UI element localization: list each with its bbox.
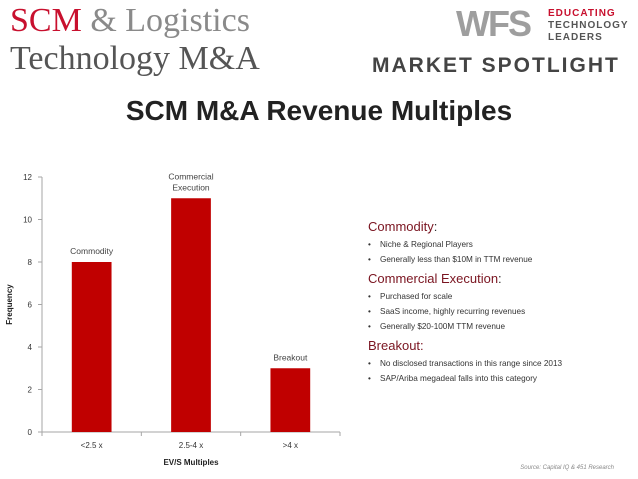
section-heading-text: Commodity — [368, 219, 434, 234]
logo-word-educating: EDUCATING — [548, 8, 616, 19]
y-tick-label: 12 — [23, 173, 32, 182]
y-tick-label: 10 — [23, 216, 32, 225]
section-heading: Commodity: — [368, 218, 630, 235]
bullet-list: Niche & Regional Players Generally less … — [368, 237, 630, 267]
bullet-item: Generally $20-100M TTM revenue — [368, 319, 630, 334]
header-title-scm: SCM — [10, 2, 82, 39]
bar — [171, 198, 211, 432]
bullet-item: Niche & Regional Players — [368, 237, 630, 252]
chart-title: SCM M&A Revenue Multiples — [125, 95, 513, 126]
section-heading: Commercial Execution: — [368, 270, 630, 287]
market-spotlight-label: MARKET SPOTLIGHT — [372, 54, 620, 77]
y-tick-label: 0 — [28, 428, 33, 437]
bullet-item: Generally less than $10M in TTM revenue — [368, 252, 630, 267]
y-tick-label: 4 — [28, 343, 33, 352]
bullet-item: SaaS income, highly recurring revenues — [368, 304, 630, 319]
section-heading-colon: : — [498, 271, 502, 286]
section-breakout: Breakout: No disclosed transactions in t… — [368, 337, 630, 386]
x-tick-label: 2.5-4 x — [179, 441, 203, 450]
y-tick-label: 2 — [28, 386, 33, 395]
y-axis-title: Frequency — [5, 284, 14, 325]
bar — [71, 262, 112, 432]
x-tick-label: <2.5 x — [81, 441, 103, 450]
section-commodity: Commodity: Niche & Regional Players Gene… — [368, 218, 630, 267]
logo-word-leaders: LEADERS — [548, 32, 603, 43]
bullet-item: SAP/Ariba megadeal falls into this categ… — [368, 371, 630, 386]
section-heading-text: Commercial Execution — [368, 271, 499, 286]
y-tick-label: 6 — [28, 301, 33, 310]
bar — [270, 368, 311, 432]
bullet-list: No disclosed transactions in this range … — [368, 356, 630, 386]
data-label: Execution — [172, 182, 210, 192]
x-tick-label: >4 x — [283, 441, 298, 450]
section-heading-colon: : — [433, 219, 438, 234]
data-label: Commercial — [168, 171, 213, 181]
x-axis-title: EV/S Multiples — [163, 458, 219, 467]
bar-chart: 0 2 4 6 8 10 12 <2.5 x Commodity 2.5-4 x Commercia… — [5, 171, 341, 467]
section-commercial-execution: Commercial Execution: Purchased for scal… — [368, 270, 630, 334]
header-title-logistics: Logistics — [125, 2, 250, 39]
source-note: Source: Capital IQ & 451 Research — [520, 465, 614, 471]
header-title-line1: SCM & Logistics — [10, 2, 250, 40]
data-label: Commodity — [70, 246, 114, 256]
logo-words: EDUCATING TECHNOLOGY LEADERS — [548, 8, 638, 44]
bullet-list: Purchased for scale SaaS income, highly … — [368, 289, 630, 334]
header-title-line2: Technology M&A — [10, 40, 260, 77]
header-title-amp: & — [90, 2, 117, 39]
y-tick-label: 8 — [28, 258, 33, 267]
bullet-item: No disclosed transactions in this range … — [368, 356, 630, 371]
logo-mark: WFS — [456, 3, 532, 44]
logo-word-technology: TECHNOLOGY — [548, 20, 629, 31]
data-label: Breakout — [273, 352, 308, 362]
bullet-item: Purchased for scale — [368, 289, 630, 304]
section-heading-text: Breakout: — [368, 338, 424, 353]
section-heading: Breakout: — [368, 337, 630, 354]
category-descriptions: Commodity: Niche & Regional Players Gene… — [368, 218, 630, 389]
